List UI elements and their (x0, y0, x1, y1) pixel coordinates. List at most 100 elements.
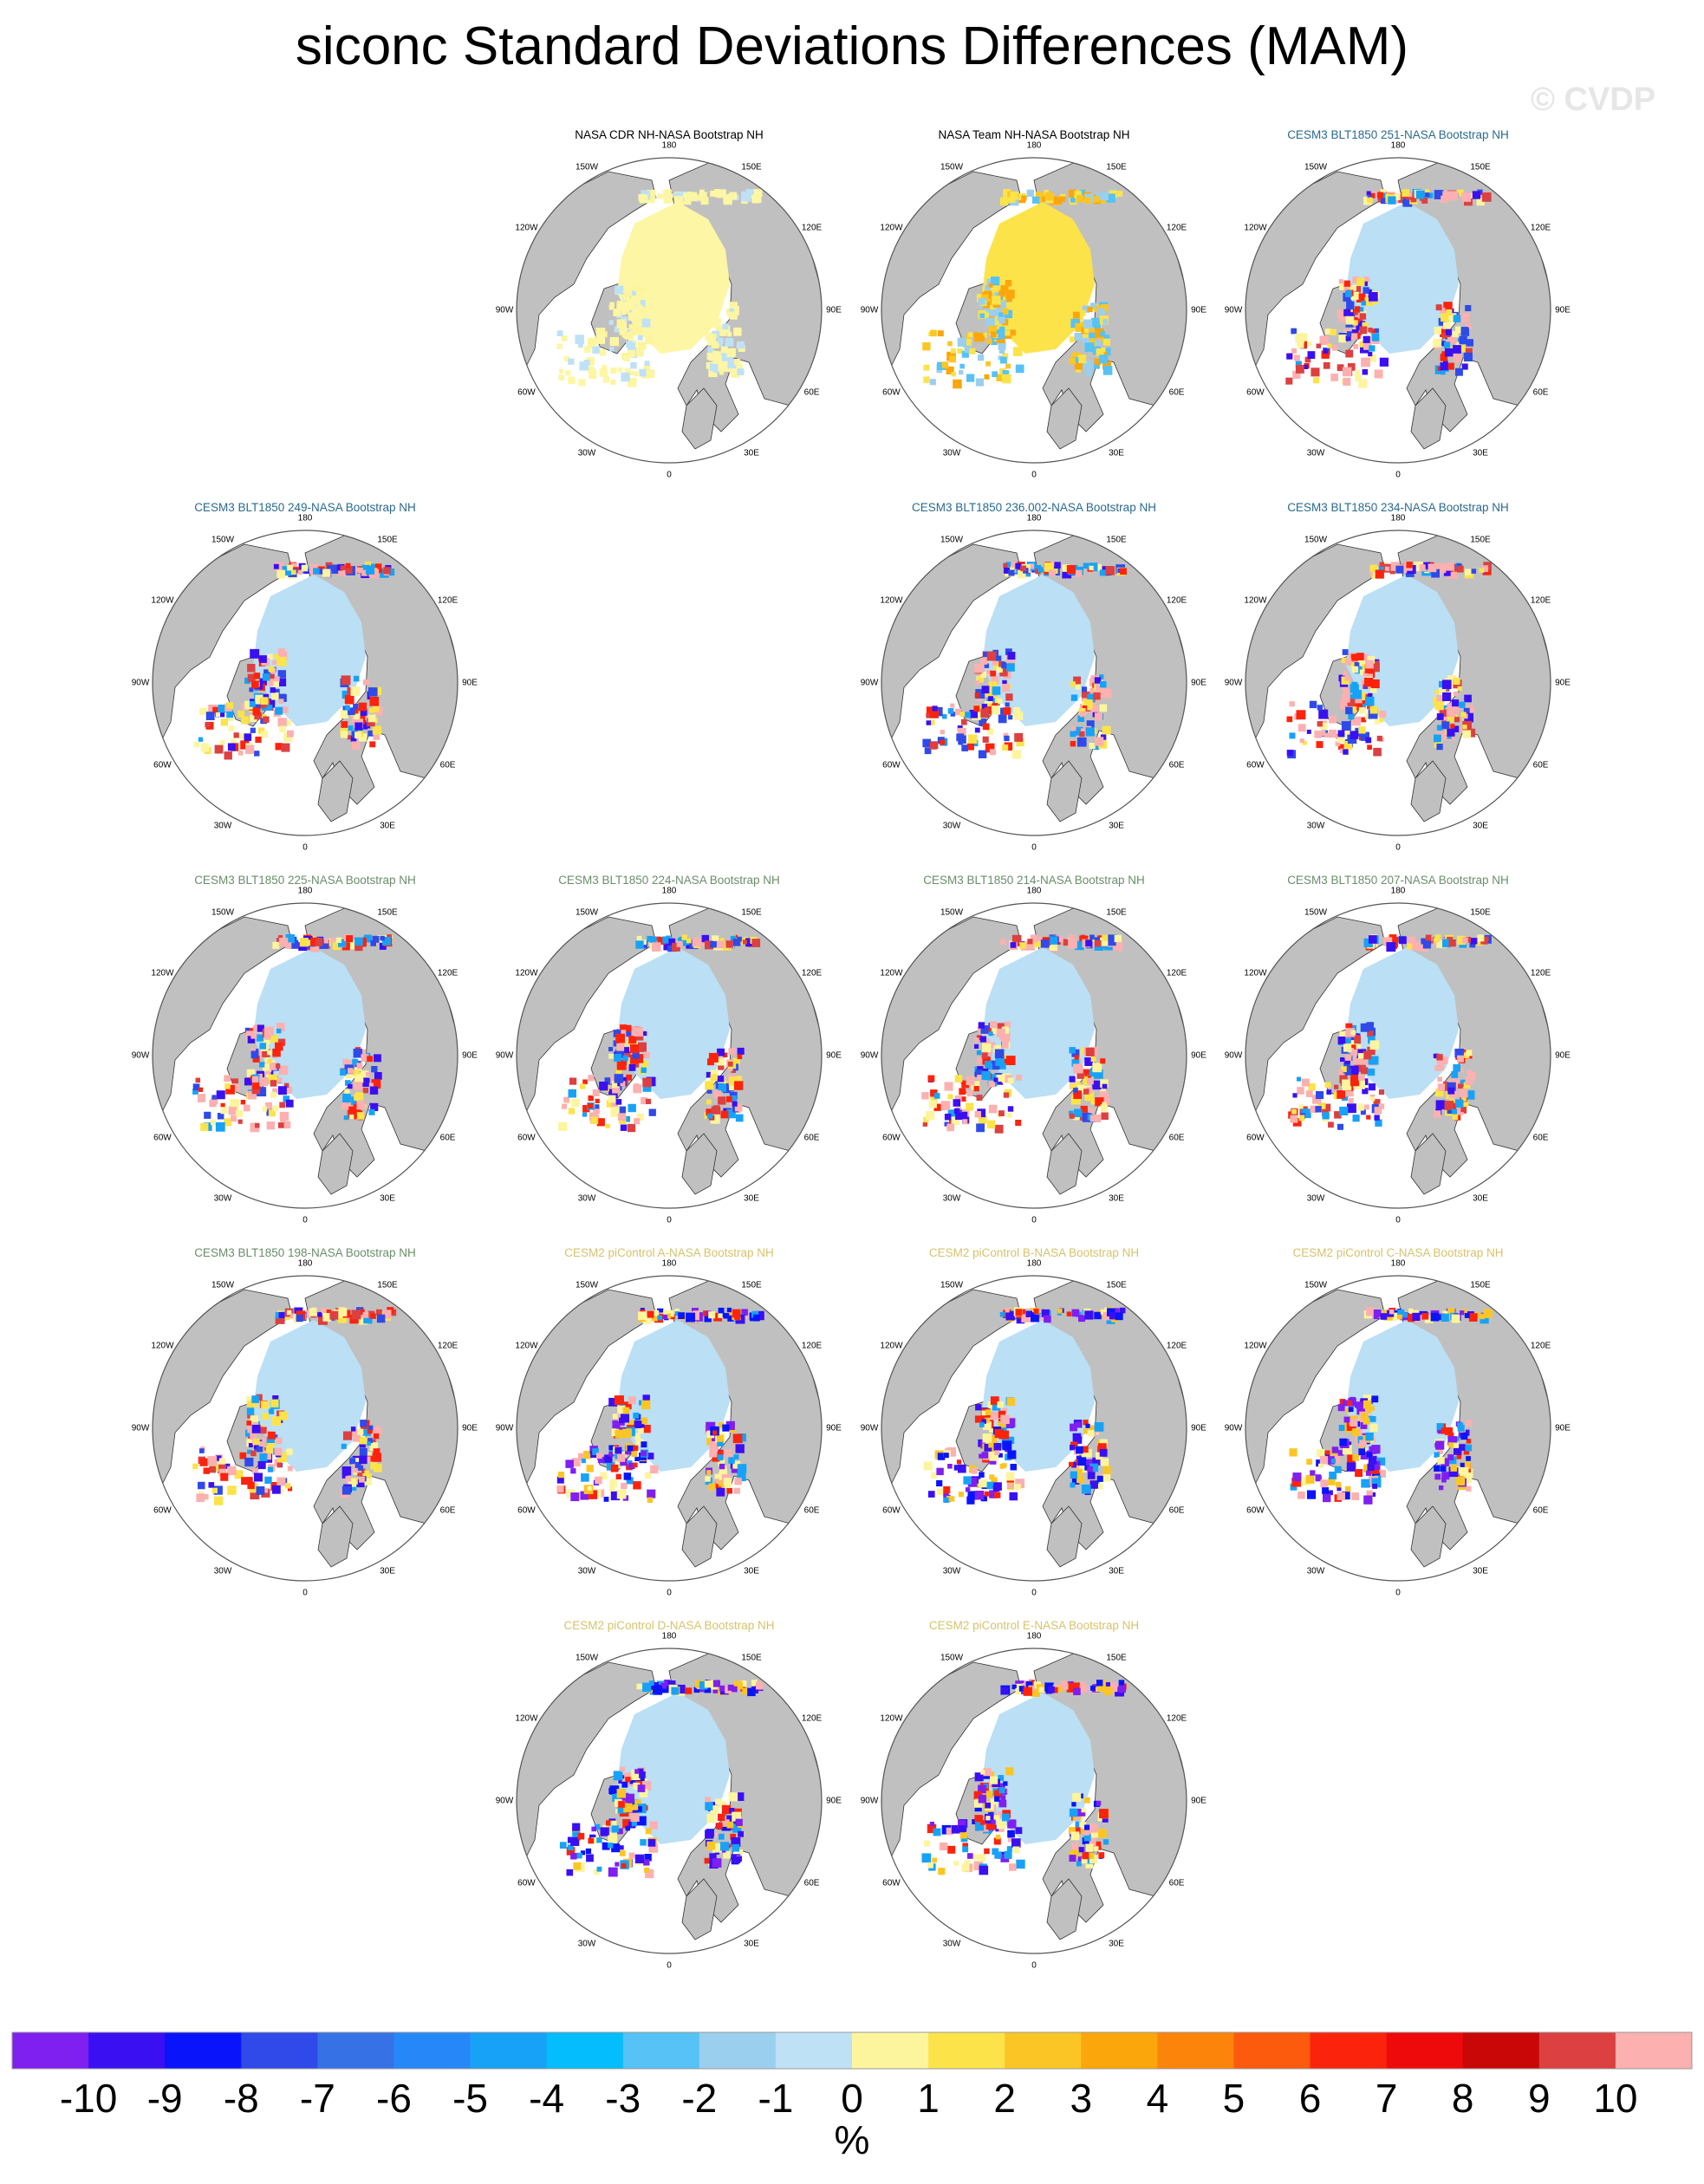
sic-cell (1090, 1056, 1096, 1063)
sic-cell (1443, 569, 1451, 576)
sic-cell (1324, 1450, 1330, 1456)
sic-cell (982, 723, 990, 731)
sic-cell (718, 1307, 725, 1314)
sic-cell (1442, 939, 1451, 948)
sic-cell (578, 342, 583, 348)
sic-cell (1431, 569, 1440, 578)
sic-cell (647, 1489, 656, 1498)
sic-cell (203, 1493, 209, 1500)
sic-cell (1003, 707, 1011, 715)
sic-cell (1352, 1115, 1360, 1122)
sic-cell (241, 716, 250, 725)
sic-cell (1466, 323, 1472, 330)
sic-cell (1301, 1108, 1311, 1119)
sic-cell (612, 1420, 621, 1428)
sic-cell (361, 1427, 371, 1436)
sic-cell (1082, 705, 1088, 711)
sic-cell (634, 1420, 642, 1428)
longitude-label: 180 (661, 1258, 677, 1269)
sic-cell (1010, 192, 1018, 200)
sic-cell (1351, 1428, 1360, 1436)
sic-cell (644, 361, 650, 367)
sic-cell (371, 1079, 381, 1089)
sic-cell (1449, 736, 1455, 741)
sic-cell (358, 702, 367, 712)
sic-cell (1071, 1843, 1079, 1850)
sic-cell (622, 294, 630, 302)
sic-cell (726, 359, 737, 369)
sic-cell (1286, 353, 1293, 360)
sic-cell (1353, 309, 1360, 315)
sic-cell (732, 938, 741, 946)
sic-cell (1354, 333, 1361, 339)
sic-cell (1356, 653, 1364, 660)
map-panel: NASA CDR NH-NASA Bootstrap NH 180 150E 120E… (496, 128, 842, 492)
sic-cell (1466, 339, 1473, 347)
sic-cell (622, 1407, 630, 1414)
sic-cell (979, 1479, 987, 1488)
longitude-label: 120E (801, 1341, 823, 1351)
longitude-label: 150E (1470, 1280, 1491, 1290)
sic-cell (1069, 357, 1076, 365)
longitude-label: 0 (1395, 1215, 1401, 1225)
sic-cell (1321, 350, 1330, 359)
sic-cell (976, 697, 981, 702)
sic-cell (1116, 191, 1123, 197)
sic-cell (953, 1465, 960, 1471)
sic-cell (247, 1481, 255, 1490)
sic-cell (380, 935, 385, 941)
sic-cell (610, 367, 617, 374)
sic-cell (653, 1685, 663, 1695)
sic-cell (1073, 676, 1081, 685)
sic-cell (978, 1022, 985, 1029)
sic-cell (1079, 189, 1086, 196)
sic-cell (1356, 1401, 1363, 1409)
land-mass (1410, 1133, 1447, 1195)
sic-cell (639, 1789, 648, 1797)
sic-cell (1100, 331, 1106, 336)
sic-cell (964, 1859, 971, 1866)
sic-cell (1115, 1312, 1123, 1321)
sic-cell (367, 714, 376, 723)
sic-cell (713, 1312, 723, 1322)
sic-cell (980, 1819, 985, 1825)
sic-cell (556, 1476, 564, 1484)
sic-cell (1089, 1855, 1098, 1863)
sic-cell (629, 370, 634, 376)
sic-cell (974, 1815, 982, 1823)
sic-cell (718, 1833, 725, 1840)
sic-cell (940, 1842, 948, 1851)
sic-cell (647, 1310, 654, 1318)
sic-cell (365, 679, 370, 685)
sic-cell (1083, 1448, 1092, 1458)
sic-cell (349, 1115, 354, 1120)
sic-cell (732, 1843, 739, 1852)
sic-cell (255, 694, 265, 705)
sic-cell (1002, 684, 1011, 692)
longitude-label: 150E (741, 907, 762, 918)
sic-cell (714, 1832, 720, 1838)
sic-cell (1045, 192, 1054, 201)
sic-cell (636, 1683, 642, 1690)
sic-cell (714, 1473, 719, 1479)
sic-cell (731, 369, 737, 374)
sic-cell (270, 1060, 276, 1065)
sic-cell (724, 196, 732, 205)
sic-cell (1337, 1492, 1345, 1500)
sic-cell (927, 1075, 935, 1082)
sic-cell (980, 657, 988, 665)
sic-cell (1081, 1452, 1088, 1459)
sic-cell (1364, 713, 1371, 720)
sic-cell (353, 703, 359, 710)
sic-cell (686, 938, 692, 944)
sic-cell (570, 1468, 576, 1474)
sic-cell (277, 718, 287, 727)
sic-cell (608, 1047, 614, 1052)
sic-cell (993, 1077, 998, 1082)
longitude-label: 60W (517, 387, 536, 398)
sic-cell (947, 1094, 953, 1100)
sic-cell (569, 1077, 577, 1085)
land-mass (1046, 387, 1083, 450)
sic-cell (1422, 940, 1431, 949)
sic-cell (1380, 1313, 1388, 1320)
